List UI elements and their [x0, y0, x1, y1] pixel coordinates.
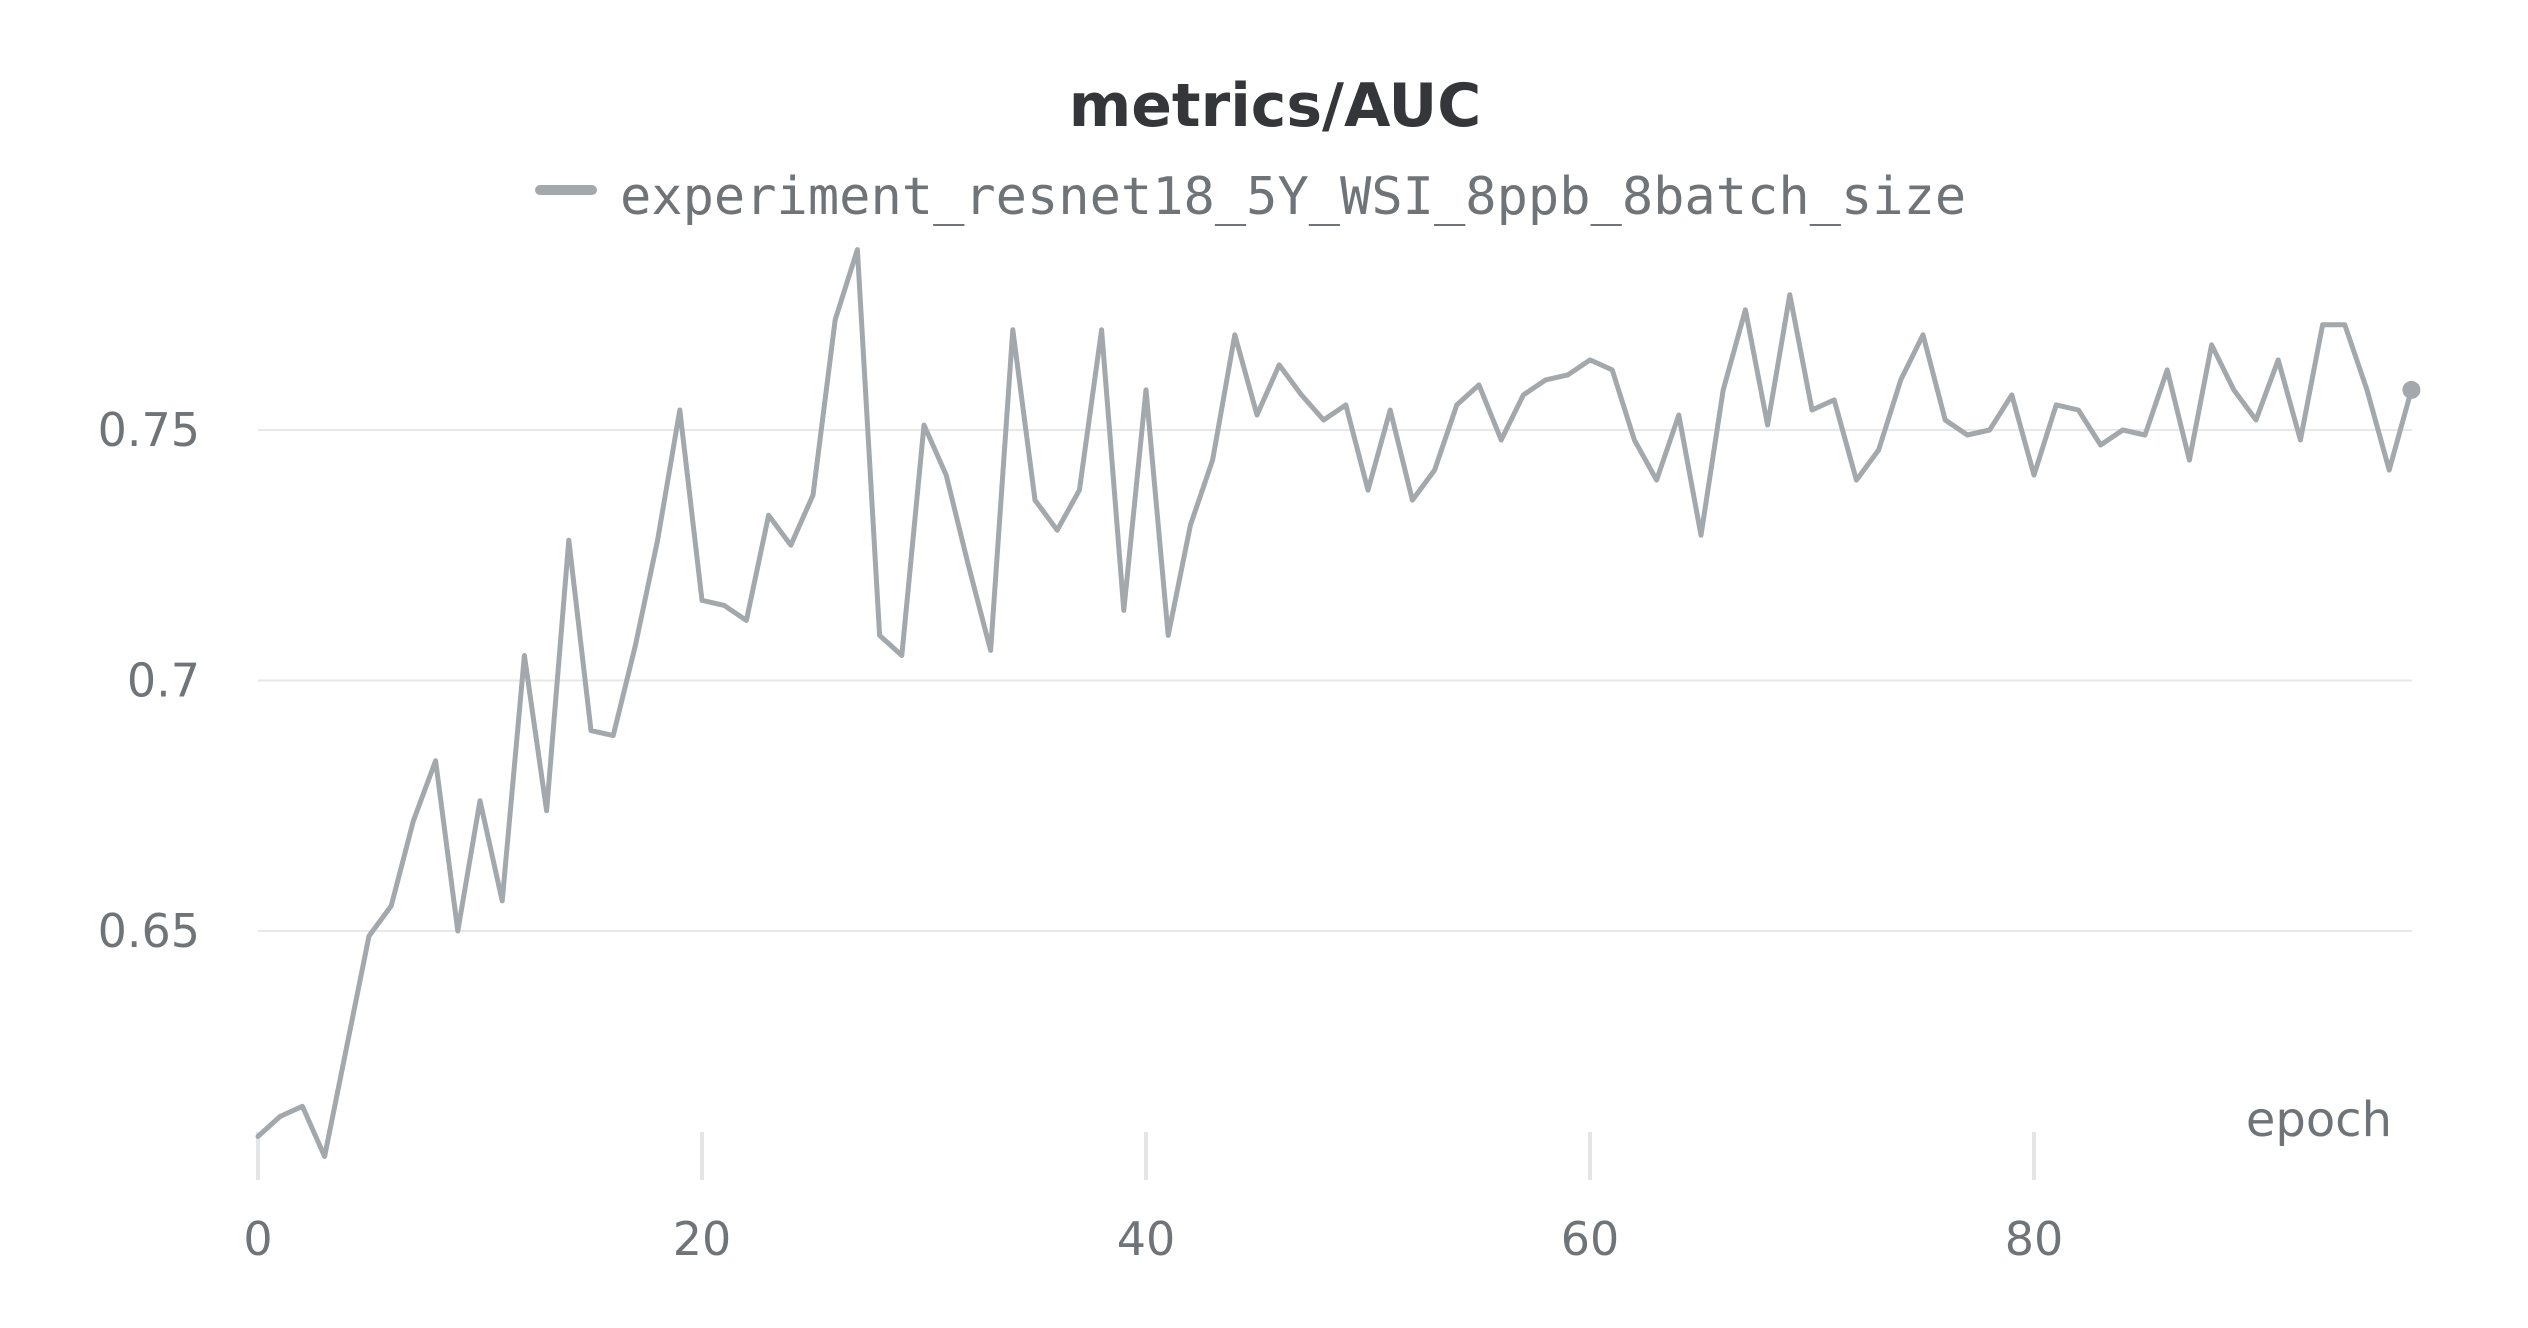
x-tick-label: 40	[1117, 1212, 1176, 1266]
series-layer	[255, 247, 2421, 1159]
series-line[interactable]	[255, 247, 2414, 1159]
legend-series-label: experiment_resnet18_5Y_WSI_8ppb_8batch_s…	[620, 167, 1966, 227]
y-tick-label: 0.75	[98, 403, 200, 457]
x-axis-ticks	[256, 1132, 2036, 1180]
series-end-point[interactable]	[2402, 380, 2421, 399]
x-tick-label: 80	[2005, 1212, 2064, 1266]
y-axis-tick-labels: 0.65 0.7 0.75	[98, 403, 200, 958]
x-tick-label: 20	[673, 1212, 732, 1266]
x-axis-label: epoch	[2246, 1092, 2392, 1148]
x-tick-label: 60	[1561, 1212, 1620, 1266]
y-tick-label: 0.65	[98, 904, 200, 958]
legend[interactable]: experiment_resnet18_5Y_WSI_8ppb_8batch_s…	[535, 167, 1966, 227]
x-axis-tick-labels: 0 20 40 60 80	[243, 1212, 2063, 1266]
chart-title: metrics/AUC	[1069, 71, 1482, 141]
x-tick-label: 0	[243, 1212, 272, 1266]
gridlines	[258, 429, 2412, 932]
y-tick-label: 0.7	[127, 654, 200, 708]
